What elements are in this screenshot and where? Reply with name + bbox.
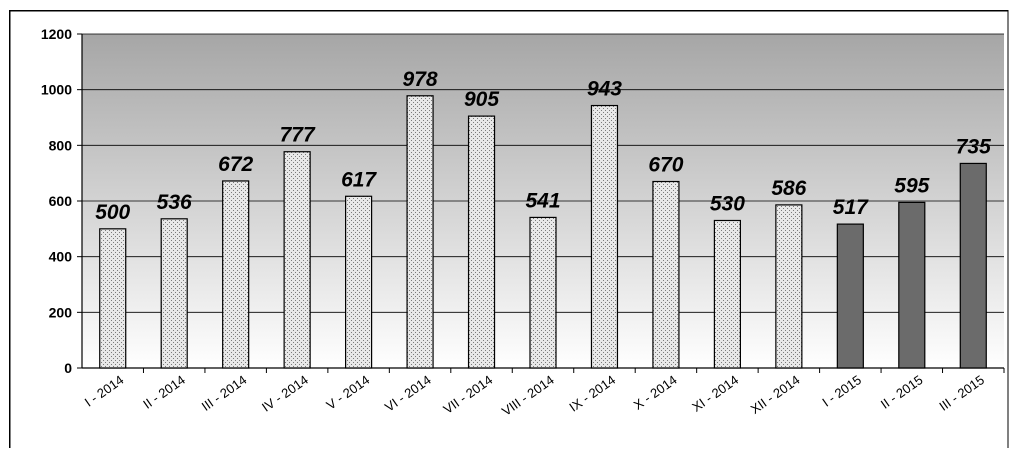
bar-viii-2014	[529, 216, 557, 369]
x-tick-label: IV - 2014	[259, 372, 311, 415]
x-tick-label: V - 2014	[323, 372, 372, 412]
x-tick-label: VIII - 2014	[499, 372, 557, 419]
y-tick-label: 0	[64, 360, 72, 376]
data-labels: 500 536 672 777 617 978 905 541 943 670 530 586 517 5…	[95, 68, 991, 224]
data-label: 670	[648, 154, 683, 177]
bar-xi-2014	[713, 219, 742, 369]
data-label: 536	[157, 191, 192, 214]
x-tick-label: IX - 2014	[566, 372, 618, 415]
bars	[99, 95, 987, 369]
x-tick-label: XI - 2014	[689, 372, 741, 415]
y-tick-label: 600	[49, 193, 73, 209]
bar-chart: 0 200 400 600 800 1000 1200 500 536 672 777 617 978…	[9, 10, 1009, 448]
x-tick-label: I - 2014	[82, 372, 127, 410]
x-tick-label: X - 2014	[631, 372, 680, 412]
bar-i-2014	[99, 228, 127, 369]
data-label: 595	[894, 174, 929, 197]
x-tick-label: II - 2014	[140, 372, 188, 412]
y-tick-label: 400	[49, 249, 73, 265]
y-tick-label: 1200	[41, 26, 72, 42]
bar-x-2014	[652, 180, 680, 369]
y-tick-label: 1000	[41, 82, 72, 98]
x-tick-label: III - 2014	[199, 372, 250, 414]
y-tick-label: 200	[49, 304, 73, 320]
data-label: 530	[710, 192, 745, 215]
bar-ix-2014	[590, 104, 619, 369]
bar-iii-2015	[959, 162, 987, 369]
data-label: 672	[218, 153, 253, 176]
data-label: 735	[956, 135, 991, 158]
bar-vii-2014	[467, 115, 496, 369]
data-label: 978	[403, 68, 438, 91]
x-tick-label: III - 2015	[936, 372, 987, 414]
data-label: 517	[833, 196, 869, 219]
bar-ii-2014	[160, 218, 188, 369]
x-axis: I - 2014 II - 2014 III - 2014 IV - 2014 V - …	[82, 368, 1005, 419]
bar-v-2014	[345, 195, 373, 369]
y-tick-label: 800	[49, 137, 73, 153]
x-tick-label: VI - 2014	[382, 372, 434, 415]
data-label: 617	[341, 168, 377, 191]
data-label: 500	[95, 201, 130, 224]
x-tick-label: II - 2015	[878, 372, 926, 412]
bar-vi-2014	[406, 95, 434, 369]
data-label: 943	[587, 78, 622, 101]
data-label: 541	[525, 189, 560, 212]
x-tick-label: VII - 2014	[440, 372, 495, 417]
bar-iii-2014	[222, 180, 250, 369]
bar-xii-2014	[775, 204, 803, 369]
x-tick-label: XII - 2014	[748, 372, 803, 417]
bar-ii-2015	[898, 201, 926, 369]
x-tick-label: I - 2015	[819, 372, 864, 410]
data-label: 905	[464, 88, 499, 111]
data-label: 777	[280, 124, 316, 147]
bar-iv-2014	[283, 151, 311, 369]
chart-frame: 0 200 400 600 800 1000 1200 500 536 672 777 617 978…	[9, 10, 1009, 448]
bar-i-2015	[836, 223, 864, 369]
data-label: 586	[771, 177, 806, 200]
